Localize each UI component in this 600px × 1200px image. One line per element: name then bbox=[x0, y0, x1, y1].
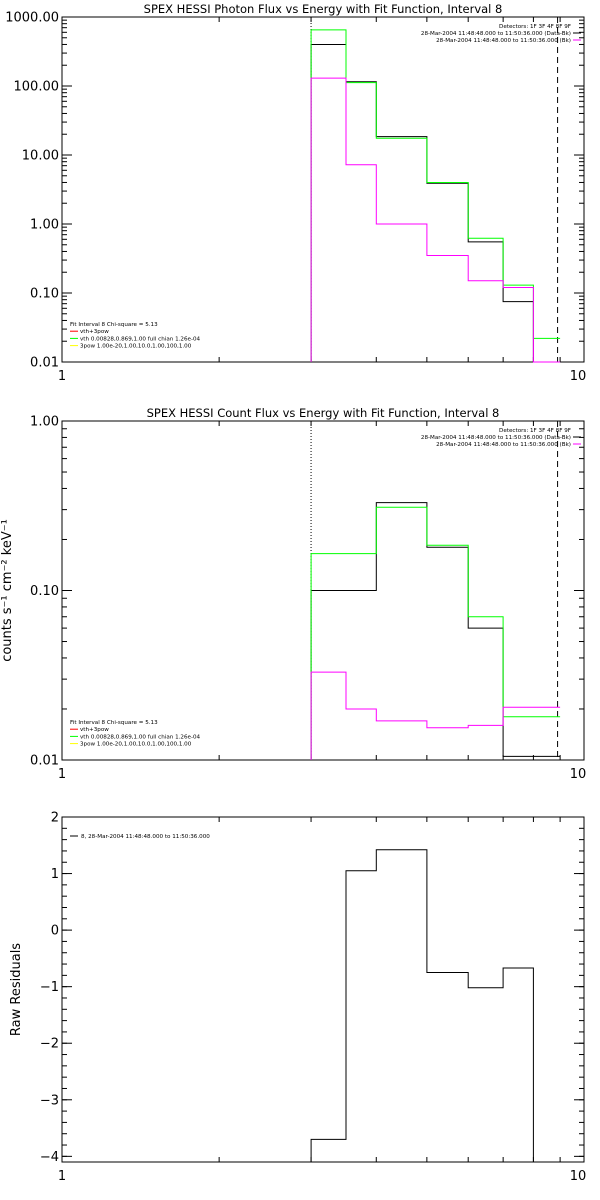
legend-text: Fit Interval 8 Chi-square = 5.13 bbox=[70, 322, 158, 328]
x-tick-label: 10 bbox=[570, 1169, 587, 1184]
x-tick-label: 10 bbox=[570, 767, 587, 782]
y-tick-label: −3 bbox=[40, 1093, 59, 1108]
legend-text: 28-Mar-2004 11:48:48.000 to 11:50:36.000… bbox=[421, 31, 571, 37]
legend-text: 28-Mar-2004 11:48:48.000 to 11:50:36.000… bbox=[436, 442, 571, 448]
y-tick-label: 1 bbox=[51, 867, 59, 882]
legend-text: vth 0.00828,0.869,1.00 full chian 1.26e-… bbox=[80, 734, 201, 740]
series-data-bk-histogram bbox=[310, 502, 561, 760]
y-tick-label: 0.10 bbox=[30, 584, 59, 599]
y-tick-label: 0 bbox=[51, 924, 59, 939]
legend-text: vth+3pow bbox=[80, 329, 109, 335]
y-tick-label: 1.00 bbox=[30, 415, 59, 430]
y-tick-label: −4 bbox=[40, 1150, 59, 1165]
legend-text: Detectors: 1F 3F 4F 8F 9F bbox=[499, 24, 571, 30]
series-bk-histogram bbox=[310, 671, 561, 760]
y-tick-label: 100.00 bbox=[14, 80, 60, 95]
y-tick-label: 0.10 bbox=[30, 287, 59, 302]
legend-text: 28-Mar-2004 11:48:48.000 to 11:50:36.000… bbox=[436, 38, 571, 44]
legend-text: vth+3pow bbox=[80, 727, 109, 733]
y-tick-label: 1.00 bbox=[30, 218, 59, 233]
chart-title: SPEX HESSI Count Flux vs Energy with Fit… bbox=[147, 406, 500, 420]
x-tick-label: 1 bbox=[58, 767, 66, 782]
x-tick-label: 1 bbox=[58, 369, 66, 384]
y-tick-label: 1000.00 bbox=[5, 11, 59, 26]
series-fit-histogram bbox=[310, 506, 561, 760]
x-tick-label: 1 bbox=[58, 1169, 66, 1184]
legend-text: 3pow 1.00e-20,1.00,10.0,1.00,100,1.00 bbox=[80, 344, 192, 350]
y-tick-label: 10.00 bbox=[22, 149, 59, 164]
legend-text: 28-Mar-2004 11:48:48.000 to 11:50:36.000… bbox=[421, 435, 571, 441]
y-axis-label: counts s⁻¹ cm⁻² keV⁻¹ bbox=[0, 519, 15, 662]
y-axis-label: Raw Residuals bbox=[9, 943, 24, 1036]
x-tick-label: 10 bbox=[570, 369, 587, 384]
series-bk-histogram bbox=[310, 77, 561, 363]
y-tick-label: 0.01 bbox=[30, 754, 59, 769]
chart-panel-1: SPEX HESSI Photon Flux vs Energy with Fi… bbox=[5, 2, 586, 384]
chart-title: SPEX HESSI Photon Flux vs Energy with Fi… bbox=[144, 2, 503, 16]
y-tick-label: −1 bbox=[40, 980, 59, 995]
series-fit-histogram bbox=[310, 29, 561, 362]
y-tick-label: 2 bbox=[51, 811, 59, 826]
series-8-28-mar-2004-11-48-48-000-to-11-50-36-000-histogram bbox=[310, 849, 561, 1163]
legend-text: 8, 28-Mar-2004 11:48:48.000 to 11:50:36.… bbox=[81, 834, 210, 840]
chart-panel-2: SPEX HESSI Count Flux vs Energy with Fit… bbox=[0, 406, 586, 782]
legend-text: Detectors: 1F 3F 4F 8F 9F bbox=[499, 428, 571, 434]
y-tick-label: 0.01 bbox=[30, 356, 59, 371]
legend-text: 3pow 1.00e-20,1.00,10.0,1.00,100,1.00 bbox=[80, 742, 192, 748]
plot-frame bbox=[61, 16, 585, 363]
legend-text: Fit Interval 8 Chi-square = 5.13 bbox=[70, 720, 158, 726]
legend-text: vth 0.00828,0.869,1.00 full chian 1.26e-… bbox=[80, 336, 201, 342]
y-tick-label: −2 bbox=[40, 1037, 59, 1052]
series-data-bk-histogram bbox=[310, 44, 561, 363]
plot-frame bbox=[61, 816, 585, 1163]
